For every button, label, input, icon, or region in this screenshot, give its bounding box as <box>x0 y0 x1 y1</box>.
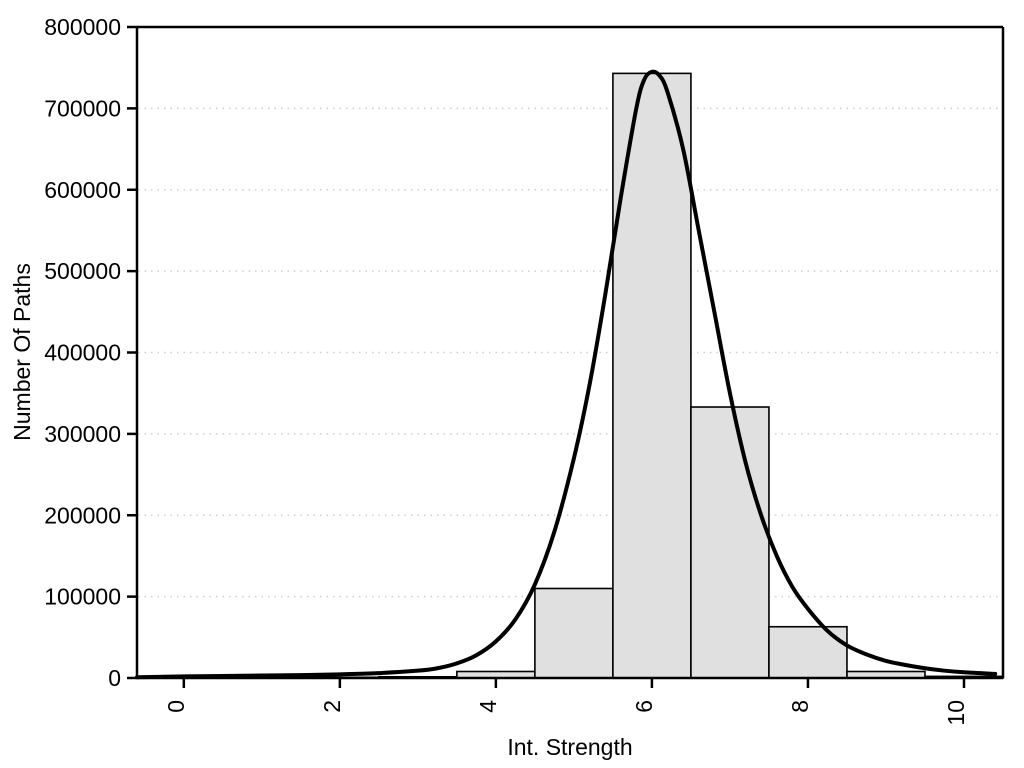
grid-lines <box>138 107 1002 598</box>
y-tick-label: 300000 <box>44 421 121 447</box>
y-axis-title: Number Of Paths <box>9 263 35 441</box>
y-tick-label: 700000 <box>44 95 121 121</box>
x-tick-label: 6 <box>631 700 657 713</box>
x-axis-ticks: 0 2 4 6 8 10 <box>163 678 969 726</box>
histogram-bar <box>768 625 848 679</box>
y-tick-label: 0 <box>108 665 121 691</box>
x-tick-label: 10 <box>943 700 969 726</box>
y-tick-label: 500000 <box>44 258 121 284</box>
density-curve <box>135 69 998 680</box>
y-tick-label: 100000 <box>44 584 121 610</box>
x-tick-label: 0 <box>163 700 189 713</box>
x-axis-title: Int. Strength <box>507 734 632 760</box>
density-curve-path <box>135 69 998 680</box>
y-tick-label: 400000 <box>44 340 121 366</box>
y-tick-label: 800000 <box>44 14 121 40</box>
y-tick-label: 600000 <box>44 177 121 203</box>
histogram-bar <box>690 406 770 679</box>
histogram-bar <box>534 587 614 679</box>
x-tick-label: 4 <box>475 700 501 713</box>
x-tick-label: 8 <box>787 700 813 713</box>
histogram-bars <box>144 72 1004 679</box>
y-axis-ticks: 0 100000 200000 300000 400000 500000 600000 700… <box>44 14 137 691</box>
histogram-bar <box>612 72 692 679</box>
y-tick-label: 200000 <box>44 502 121 528</box>
x-tick-label: 2 <box>319 700 345 713</box>
